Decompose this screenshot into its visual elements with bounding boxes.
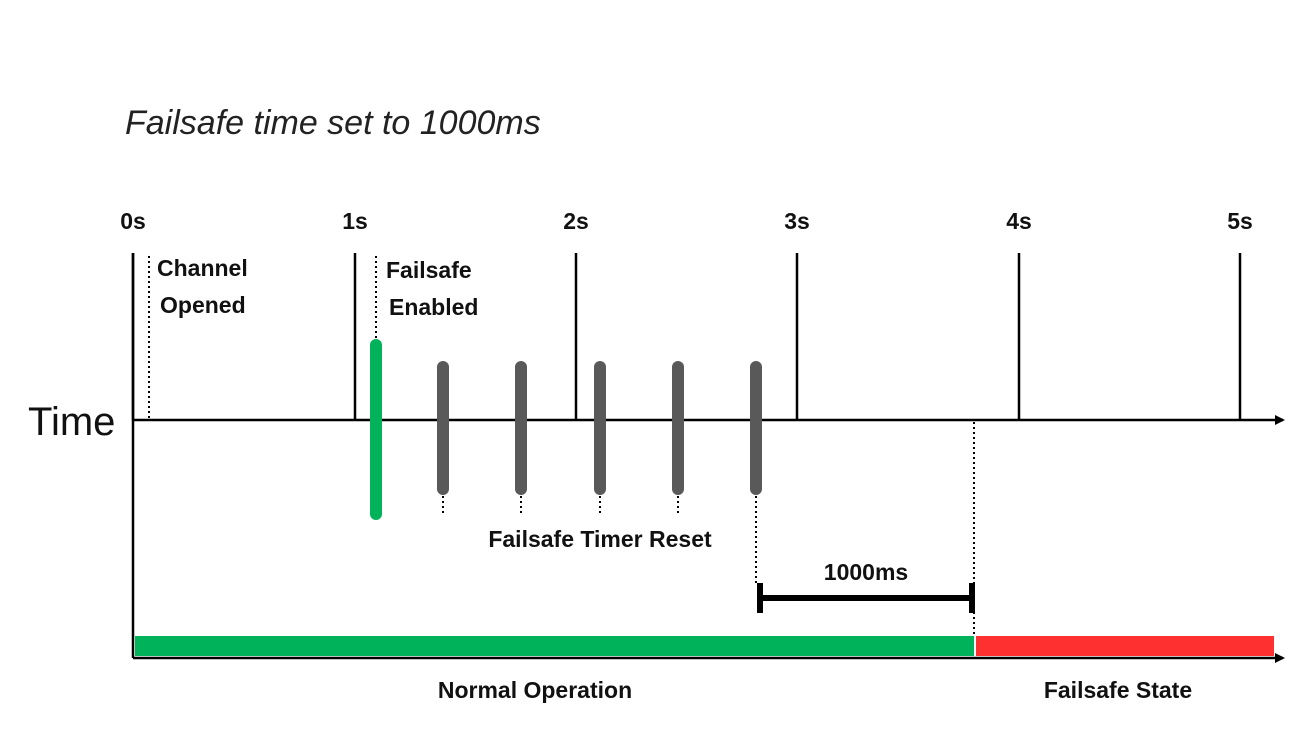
time-axis-label: Time: [28, 400, 116, 444]
tick-label-0s: 0s: [120, 208, 146, 234]
normal-operation-bar: [135, 636, 974, 656]
tick-label-1s: 1s: [342, 208, 368, 234]
timer-reset-label: Failsafe Timer Reset: [488, 526, 712, 552]
tick-label-2s: 2s: [563, 208, 589, 234]
tick-label-3s: 3s: [784, 208, 810, 234]
failsafe-state-bar: [976, 636, 1274, 656]
channel-opened-label-line2: Opened: [160, 292, 246, 318]
failsafe-state-label: Failsafe State: [1044, 677, 1192, 703]
normal-operation-label: Normal Operation: [438, 677, 632, 703]
tick-label-4s: 4s: [1006, 208, 1032, 234]
channel-opened-label-line1: Channel: [157, 255, 248, 281]
interval-label: 1000ms: [824, 559, 908, 585]
tick-label-5s: 5s: [1227, 208, 1253, 234]
failsafe-enabled-label-line1: Failsafe: [386, 257, 472, 283]
diagram-title: Failsafe time set to 1000ms: [125, 104, 541, 142]
failsafe-enabled-label-line2: Enabled: [389, 294, 478, 320]
